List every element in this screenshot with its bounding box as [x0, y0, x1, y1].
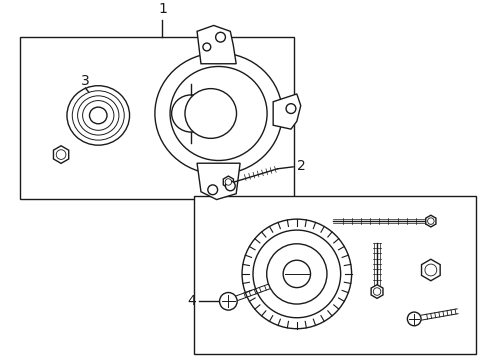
Bar: [20, 37, 293, 199]
Ellipse shape: [171, 95, 210, 132]
Polygon shape: [197, 163, 240, 199]
Ellipse shape: [184, 89, 236, 138]
Circle shape: [207, 185, 217, 195]
Polygon shape: [53, 146, 69, 163]
Circle shape: [252, 230, 340, 318]
Ellipse shape: [67, 86, 129, 145]
Circle shape: [219, 293, 237, 310]
Circle shape: [215, 32, 225, 42]
Circle shape: [203, 43, 210, 51]
Polygon shape: [421, 259, 439, 281]
Bar: [194, 195, 475, 354]
Ellipse shape: [72, 91, 124, 140]
Circle shape: [225, 181, 235, 191]
Circle shape: [372, 288, 380, 295]
Text: 1: 1: [158, 2, 166, 16]
Circle shape: [427, 218, 433, 224]
Polygon shape: [273, 94, 300, 129]
Circle shape: [56, 150, 66, 159]
Ellipse shape: [155, 53, 282, 174]
Polygon shape: [425, 215, 435, 227]
Ellipse shape: [89, 107, 107, 124]
Polygon shape: [223, 176, 233, 188]
Polygon shape: [370, 285, 382, 298]
Circle shape: [424, 264, 436, 276]
Text: 2: 2: [296, 159, 305, 173]
Circle shape: [285, 104, 295, 113]
Circle shape: [407, 312, 420, 326]
Text: 3: 3: [81, 74, 90, 88]
Ellipse shape: [170, 67, 266, 161]
Polygon shape: [197, 26, 236, 64]
Ellipse shape: [78, 96, 119, 135]
Text: 4: 4: [187, 294, 196, 308]
Circle shape: [266, 244, 326, 304]
Circle shape: [224, 179, 231, 185]
Ellipse shape: [82, 100, 114, 130]
Circle shape: [283, 260, 310, 288]
Circle shape: [242, 219, 351, 329]
